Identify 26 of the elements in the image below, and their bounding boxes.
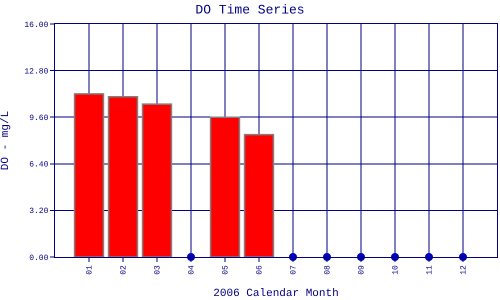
bar — [244, 134, 274, 257]
x-tick-label: 01 — [86, 265, 95, 275]
x-tick-label: 08 — [324, 265, 333, 275]
y-axis-title: DO - mg/L — [0, 110, 12, 170]
x-tick-label: 11 — [426, 265, 435, 275]
y-tick-label: 9.60 — [29, 114, 49, 123]
x-tick-label: 04 — [188, 265, 197, 275]
chart-title: DO Time Series — [195, 2, 305, 18]
x-tick-label: 05 — [222, 265, 231, 275]
x-axis-title: 2006 Calendar Month — [213, 288, 339, 300]
y-tick-label: 16.00 — [24, 20, 49, 30]
bar — [74, 93, 104, 257]
x-tick-label: 09 — [358, 265, 367, 275]
x-tick-label: 07 — [290, 265, 299, 275]
bar — [108, 96, 138, 257]
bar — [210, 116, 240, 257]
x-tick-label: 02 — [120, 265, 129, 275]
y-tick-label: 0.00 — [29, 254, 49, 263]
x-tick-label: 06 — [256, 265, 265, 275]
y-tick-label: 12.80 — [24, 67, 49, 76]
x-tick-label: 03 — [154, 265, 163, 275]
x-tick-label: 12 — [460, 265, 469, 275]
y-tick-label: 6.40 — [29, 160, 49, 170]
bar — [142, 103, 172, 257]
x-tick-label: 10 — [392, 265, 401, 275]
y-tick-label: 3.20 — [29, 207, 49, 216]
